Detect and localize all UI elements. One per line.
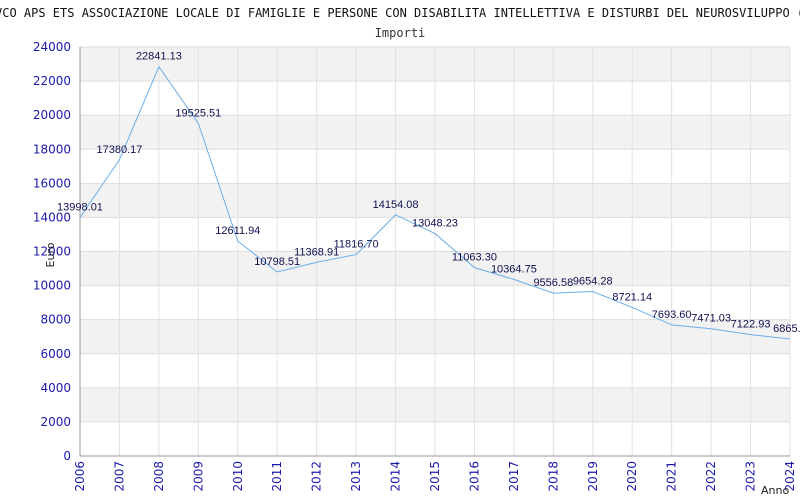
data-label: 10798.51 bbox=[254, 256, 300, 268]
x-tick-label: 2018 bbox=[546, 461, 560, 492]
data-label: 17380.17 bbox=[96, 144, 142, 156]
x-tick-label: 2008 bbox=[152, 461, 166, 492]
y-tick-label: 16000 bbox=[33, 176, 71, 190]
x-ticks: 2006 2007 2008 2009 2010 2011 2012 2013 2014 2015… bbox=[73, 461, 797, 492]
x-tick-label: 2014 bbox=[389, 461, 403, 492]
y-tick-label: 2000 bbox=[40, 415, 71, 429]
x-tick-label: 2020 bbox=[625, 461, 639, 492]
data-label: 7471.03 bbox=[691, 313, 731, 325]
x-tick-label: 2021 bbox=[665, 461, 679, 492]
x-tick-label: 2015 bbox=[428, 461, 442, 492]
x-tick-label: 2023 bbox=[744, 461, 758, 492]
chart-subtitle: Importi bbox=[375, 26, 426, 40]
x-tick-label: 2024 bbox=[783, 461, 797, 492]
x-tick-label: 2010 bbox=[231, 461, 245, 492]
x-tick-label: 2017 bbox=[507, 461, 521, 492]
y-tick-label: 6000 bbox=[40, 347, 71, 361]
y-ticks: 0 2000 4000 6000 8000 10000 12000 14000 16000 180… bbox=[33, 40, 71, 463]
x-tick-label: 2012 bbox=[310, 461, 324, 492]
y-tick-label: 14000 bbox=[33, 210, 71, 224]
y-tick-label: 8000 bbox=[40, 313, 71, 327]
data-label: 9556.58 bbox=[533, 277, 573, 289]
data-label: 7122.93 bbox=[731, 319, 771, 331]
x-tick-label: 2022 bbox=[704, 461, 718, 492]
data-label: 11368.91 bbox=[294, 246, 339, 258]
x-tick-label: 2006 bbox=[73, 461, 87, 492]
data-label: 11063.30 bbox=[452, 251, 497, 263]
grid-lines bbox=[79, 46, 791, 457]
x-tick-label: 2011 bbox=[270, 461, 284, 492]
data-label: 13048.23 bbox=[412, 218, 458, 230]
x-tick-label: 2019 bbox=[586, 461, 600, 492]
y-tick-label: 18000 bbox=[33, 142, 71, 156]
x-tick-label: 2009 bbox=[191, 461, 205, 492]
data-label: 13998.01 bbox=[57, 201, 103, 213]
data-labels: 13998.01 17380.17 22841.13 19525.51 12611.94… bbox=[57, 51, 800, 335]
data-label: 22841.13 bbox=[136, 51, 182, 63]
series-line bbox=[79, 65, 791, 340]
y-tick-label: 24000 bbox=[33, 40, 71, 54]
x-axis-label: Anno bbox=[761, 484, 789, 497]
y-tick-label: 10000 bbox=[33, 279, 71, 293]
data-label: 7693.60 bbox=[652, 309, 692, 321]
data-label: 8721.14 bbox=[612, 291, 652, 303]
x-tick-label: 2016 bbox=[467, 461, 481, 492]
data-label: 12611.94 bbox=[215, 225, 260, 237]
data-label: 6865.2 bbox=[773, 323, 800, 335]
y-axis-label: Euro bbox=[44, 242, 57, 267]
data-label: 9654.28 bbox=[573, 275, 613, 287]
chart-title: VCO APS ETS ASSOCIAZIONE LOCALE DI FAMIG… bbox=[0, 6, 800, 20]
y-tick-label: 0 bbox=[63, 449, 71, 463]
y-tick-label: 22000 bbox=[33, 74, 71, 88]
x-tick-label: 2007 bbox=[112, 461, 126, 492]
y-tick-label: 20000 bbox=[33, 108, 71, 122]
y-tick-label: 12000 bbox=[33, 245, 71, 259]
y-tick-label: 4000 bbox=[40, 381, 71, 395]
data-label: 19525.51 bbox=[175, 107, 221, 119]
data-label: 11816.70 bbox=[334, 239, 379, 251]
x-tick-label: 2013 bbox=[349, 461, 363, 492]
data-label: 14154.08 bbox=[373, 199, 419, 211]
data-label: 10364.75 bbox=[491, 263, 537, 275]
